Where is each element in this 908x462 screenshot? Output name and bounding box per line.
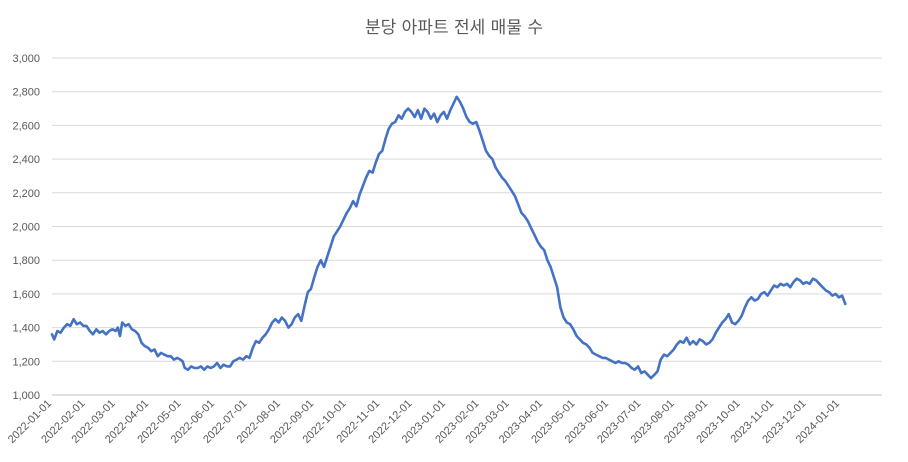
y-tick-label: 2,800: [12, 87, 40, 99]
y-tick-label: 2,600: [12, 120, 40, 132]
y-tick-label: 3,000: [12, 53, 40, 65]
y-tick-label: 1,000: [12, 390, 40, 402]
series-line-group: [50, 95, 847, 380]
y-tick-label: 1,400: [12, 323, 40, 335]
series-line: [50, 95, 847, 380]
x-axis-tick-labels: 2022-01-012022-02-012022-03-012022-04-01…: [6, 398, 842, 446]
y-tick-label: 1,600: [12, 289, 40, 301]
y-tick-label: 2,400: [12, 154, 40, 166]
gridlines: [52, 57, 882, 396]
y-tick-label: 2,000: [12, 222, 40, 234]
chart-title: 분당 아파트 전세 매물 수: [365, 18, 543, 38]
y-tick-label: 1,200: [12, 356, 40, 368]
y-tick-label: 1,800: [12, 255, 40, 267]
y-axis-tick-labels: 1,000 1,200 1,400 1,600 1,800 2,000 2,200 2,400…: [12, 53, 40, 402]
y-tick-label: 2,200: [12, 188, 40, 200]
